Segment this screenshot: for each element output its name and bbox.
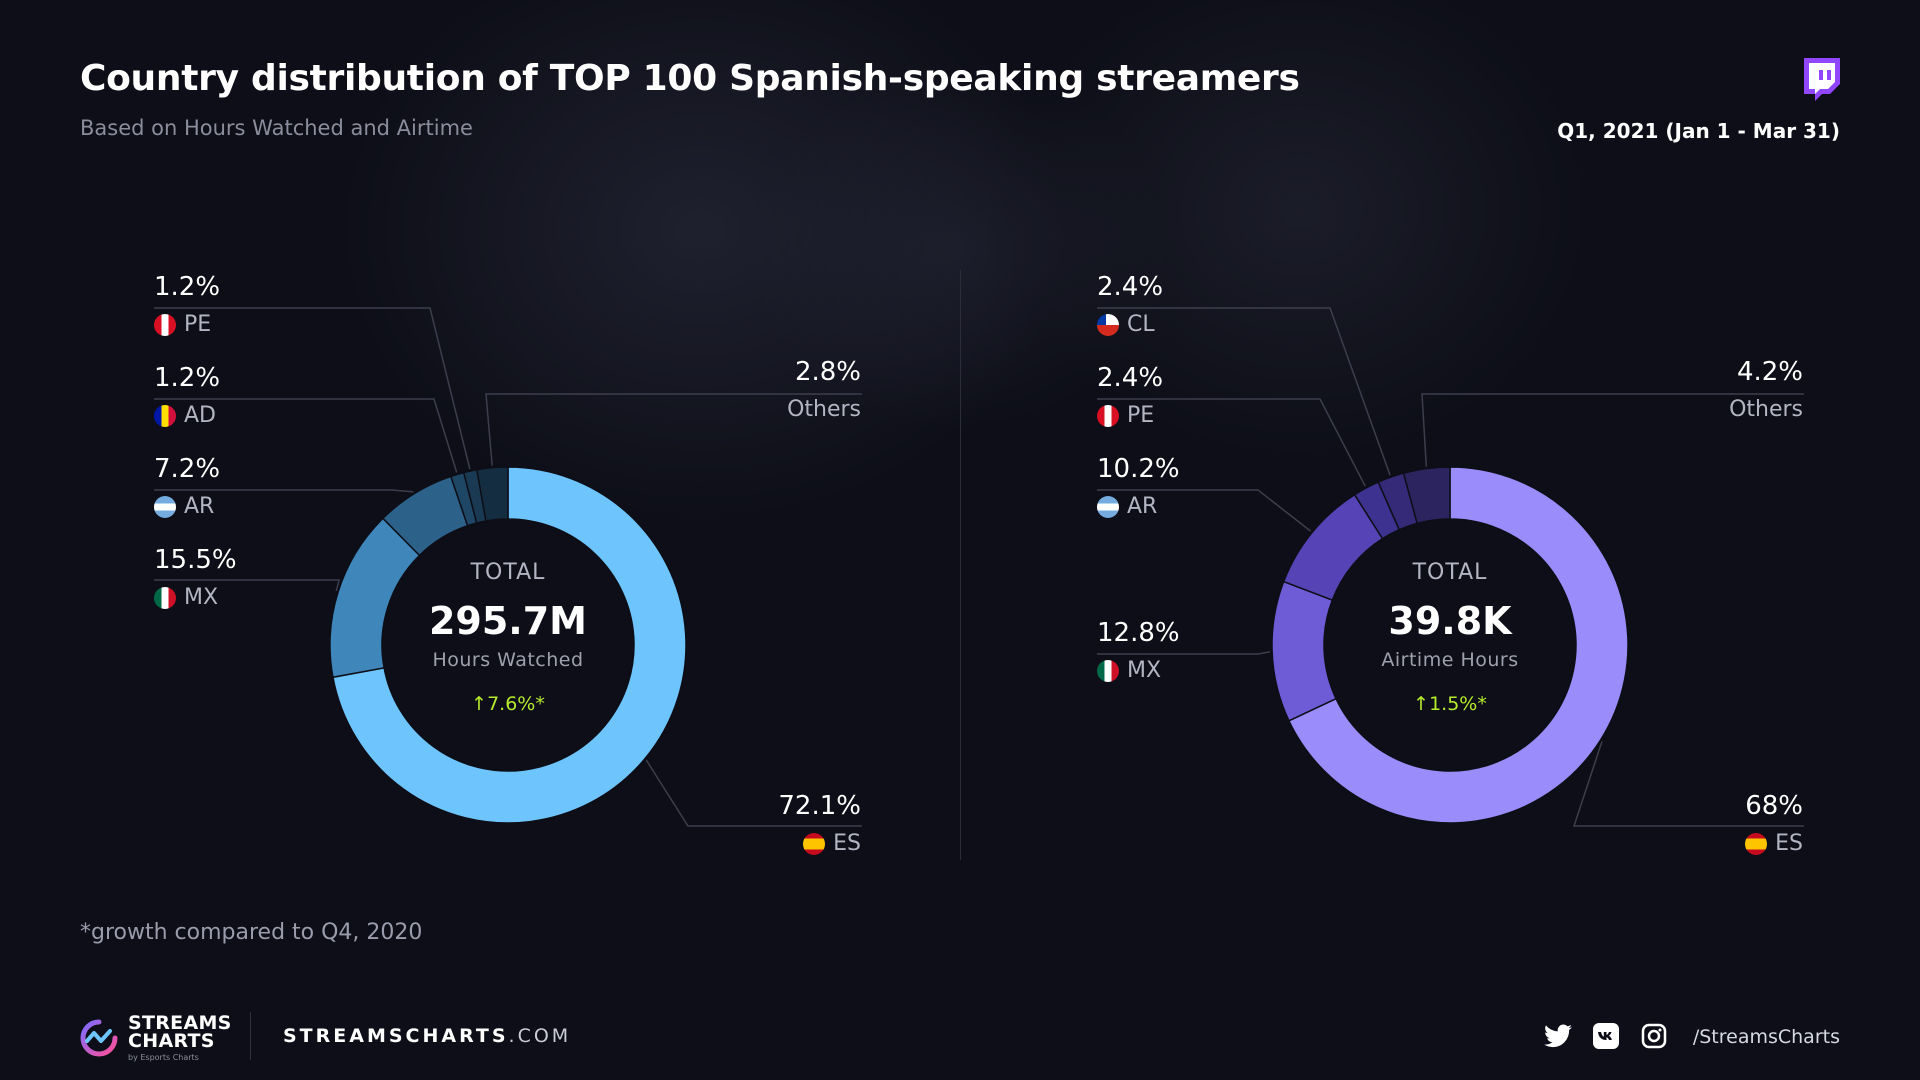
leader-line-pe: [1097, 398, 1366, 487]
donut-slice-es: [1287, 466, 1629, 824]
slice-country-label: ES: [833, 831, 861, 856]
leader-line-ar: [1097, 489, 1312, 532]
site-main: STREAMSCHARTS: [283, 1025, 509, 1047]
leader-line-ar: [154, 489, 414, 493]
slice-value-label: 12.8%: [1097, 618, 1180, 648]
donut-slice-others: [1402, 466, 1451, 525]
label-right-cl: 2.4% CL: [1097, 272, 1163, 337]
growth-value: 1.5%*: [1429, 693, 1487, 715]
streamscharts-logo-icon: [80, 1019, 118, 1057]
mexico-flag-icon: [1097, 659, 1119, 682]
label-left-pe: 1.2% PE: [154, 272, 220, 337]
leader-line-others: [485, 393, 862, 466]
label-left-mx: 15.5% MX: [154, 545, 237, 610]
page-title: Country distribution of TOP 100 Spanish-…: [80, 58, 1300, 99]
center-unit-label: Airtime Hours: [1381, 649, 1519, 671]
slice-value-label: 72.1%: [778, 791, 861, 821]
label-right-ar: 10.2% AR: [1097, 454, 1180, 519]
chile-flag-icon: [1097, 313, 1119, 336]
slice-country-label: Others: [787, 397, 861, 422]
arrow-up-icon: ↑: [471, 693, 488, 715]
leader-line-mx: [1097, 651, 1271, 655]
label-left-ad: 1.2% AD: [154, 363, 220, 428]
logo-line-2: CHARTS: [128, 1030, 215, 1052]
leader-line-ad: [154, 398, 458, 473]
center-growth: ↑1.5%*: [1320, 693, 1580, 715]
social-handle[interactable]: /StreamsCharts: [1692, 1026, 1840, 1048]
slice-country-label: AR: [1127, 494, 1158, 519]
spain-flag-icon: [1745, 832, 1768, 855]
footer-separator: [250, 1012, 251, 1060]
andorra-flag-icon: [154, 404, 176, 427]
vk-icon[interactable]: [1592, 1022, 1620, 1050]
center-total-value: 39.8K: [1388, 599, 1512, 643]
arrow-up-icon: ↑: [1413, 693, 1430, 715]
twitter-icon[interactable]: [1544, 1022, 1572, 1050]
logo-sub: by Esports Charts: [128, 1053, 199, 1062]
period-label: Q1, 2021 (Jan 1 - Mar 31): [1557, 119, 1840, 143]
donut-slice-es: [332, 466, 687, 824]
label-right-es: 68% ES: [1745, 791, 1803, 856]
label-right-others: 4.2% Others: [1729, 357, 1803, 422]
slice-country-label: AR: [184, 494, 215, 519]
center-total-value: 295.7M: [428, 599, 587, 643]
leader-line-pe: [154, 307, 471, 470]
site-tld: .COM: [508, 1025, 572, 1047]
slice-value-label: 2.4%: [1097, 272, 1164, 302]
slice-value-label: 7.2%: [154, 454, 221, 484]
slice-country-label: MX: [1127, 658, 1162, 683]
streamscharts-logo[interactable]: STREAMS CHARTS by Esports Charts: [80, 1014, 232, 1062]
slice-value-label: 1.2%: [154, 272, 221, 302]
peru-flag-icon: [1097, 404, 1119, 427]
leader-line-es: [1572, 741, 1804, 827]
label-left-others: 2.8% Others: [787, 357, 861, 422]
slice-country-label: CL: [1127, 312, 1155, 337]
argentina-flag-icon: [1097, 495, 1119, 518]
spain-flag-icon: [803, 832, 826, 855]
instagram-icon[interactable]: [1640, 1022, 1668, 1050]
logo-line-1: STREAMS: [128, 1012, 232, 1034]
leader-line-others: [1421, 393, 1804, 467]
center-total-label: TOTAL: [1412, 560, 1488, 585]
center-total-label: TOTAL: [470, 560, 546, 585]
center-unit-label: Hours Watched: [432, 649, 584, 671]
page-subtitle: Based on Hours Watched and Airtime: [80, 116, 473, 140]
left-donut-center: TOTAL 295.7M Hours Watched ↑7.6%*: [378, 560, 638, 715]
twitch-icon: [1804, 58, 1840, 101]
right-donut-center: TOTAL 39.8K Airtime Hours ↑1.5%*: [1320, 560, 1580, 715]
site-link[interactable]: STREAMSCHARTS.COM: [283, 1025, 571, 1047]
slice-value-label: 2.8%: [794, 357, 861, 387]
argentina-flag-icon: [154, 495, 176, 518]
slice-country-label: PE: [1127, 403, 1155, 428]
label-left-es: 72.1% ES: [778, 791, 861, 856]
slice-country-label: PE: [184, 312, 212, 337]
center-growth: ↑7.6%*: [378, 693, 638, 715]
label-left-ar: 7.2% AR: [154, 454, 220, 519]
leader-line-mx: [154, 579, 340, 592]
mexico-flag-icon: [154, 586, 176, 609]
peru-flag-icon: [154, 313, 176, 336]
label-right-mx: 12.8% MX: [1097, 618, 1180, 683]
leader-line-cl: [1097, 307, 1391, 476]
donut-slice-others: [475, 466, 509, 522]
slice-country-label: ES: [1775, 831, 1803, 856]
label-right-pe: 2.4% PE: [1097, 363, 1163, 428]
slice-country-label: MX: [184, 585, 219, 610]
footnote: *growth compared to Q4, 2020: [80, 920, 423, 945]
slice-country-label: Others: [1729, 397, 1803, 422]
chart-divider: [960, 270, 961, 860]
leader-line-es: [645, 759, 862, 827]
growth-value: 7.6%*: [487, 693, 545, 715]
slice-value-label: 10.2%: [1097, 454, 1180, 484]
slice-value-label: 15.5%: [154, 545, 237, 575]
slice-country-label: AD: [184, 403, 216, 428]
slice-value-label: 2.4%: [1097, 363, 1164, 393]
social-links: [1544, 1022, 1668, 1050]
slice-value-label: 1.2%: [154, 363, 221, 393]
slice-value-label: 4.2%: [1736, 357, 1803, 387]
slice-value-label: 68%: [1745, 791, 1803, 821]
